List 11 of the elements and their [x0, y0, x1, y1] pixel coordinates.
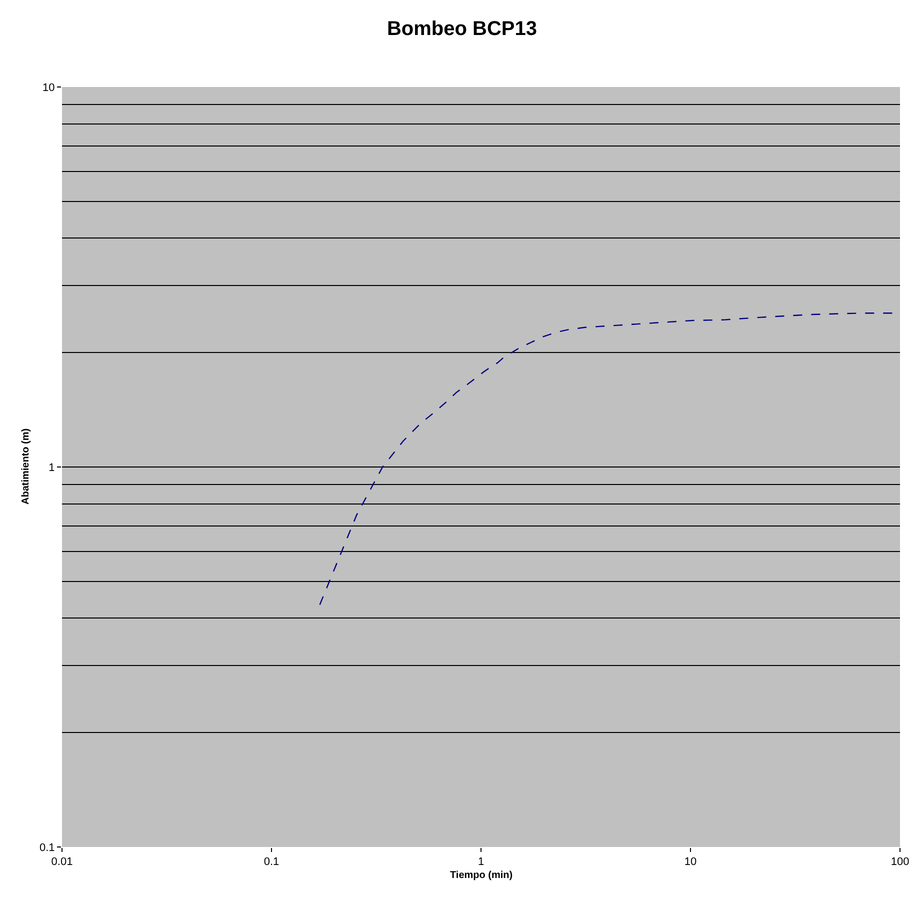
x-tick-label: 0.01	[51, 856, 73, 868]
x-axis-title: Tiempo (min)	[450, 870, 513, 881]
x-tick-label: 1	[478, 856, 484, 868]
x-tick-label: 0.1	[264, 856, 280, 868]
y-axis-title: Abatimiento (m)	[20, 428, 32, 504]
chart-title: Bombeo BCP13	[386, 18, 538, 40]
x-tick-label: 10	[684, 856, 697, 868]
y-tick-label: 10	[42, 82, 55, 94]
x-tick-label: 100	[890, 856, 910, 868]
y-tick-label: 1	[48, 462, 55, 474]
y-tick-label: 0.1	[40, 842, 55, 854]
